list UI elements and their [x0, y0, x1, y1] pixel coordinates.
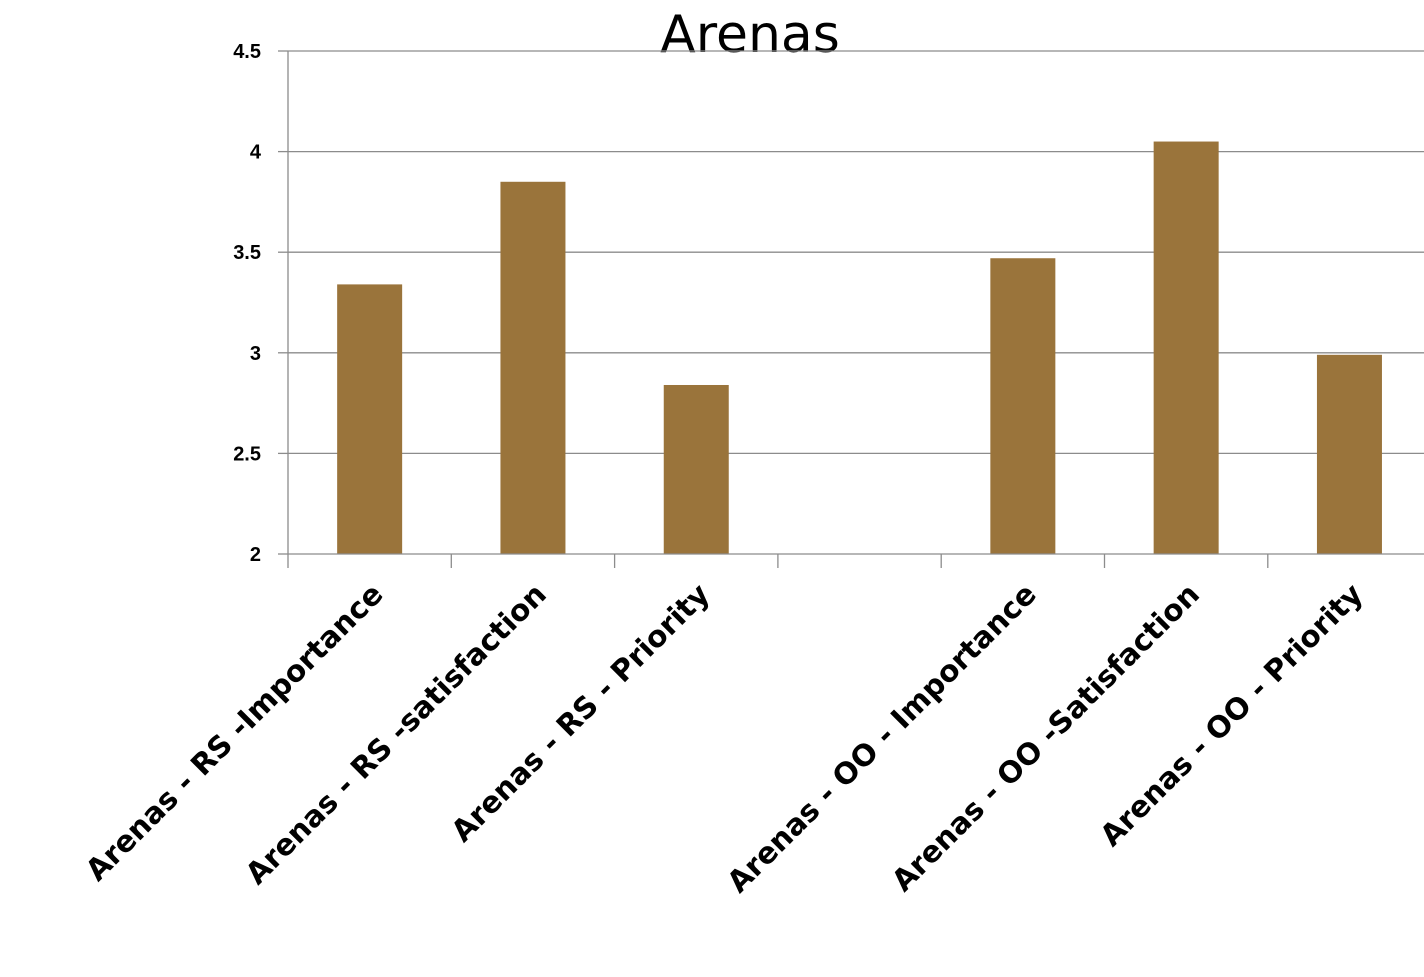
y-tick-label: 4.5 [233, 41, 261, 63]
y-tick-label: 3.5 [233, 242, 261, 264]
bar [500, 181, 566, 554]
y-tick-label: 3 [250, 343, 261, 365]
axes [278, 50, 1424, 568]
x-tick-label: Arenas - RS -satisfaction [239, 577, 553, 891]
x-tick-label: Arenas - OO - Importance [721, 577, 1043, 899]
y-tick-label: 2 [250, 544, 261, 566]
bar [337, 284, 403, 554]
x-tick-label: Arenas - RS -Importance [79, 577, 390, 888]
bar [1153, 141, 1219, 555]
y-tick-label: 4 [250, 142, 262, 164]
bars [337, 141, 1382, 555]
y-tick-labels: 2 2.5 3 3.5 4 4.5 [233, 41, 262, 566]
grid-lines [288, 50, 1424, 455]
bar [663, 384, 729, 554]
y-tick-label: 2.5 [233, 443, 261, 465]
x-tick-label: Arenas - OO -Satisfaction [885, 577, 1206, 898]
x-tick-label: Arenas - OO - Priority [1094, 577, 1370, 853]
chart-title: Arenas [660, 5, 840, 65]
x-tick-label: Arenas - RS - Priority [445, 577, 716, 848]
bar [990, 258, 1056, 554]
bar [1316, 354, 1382, 554]
